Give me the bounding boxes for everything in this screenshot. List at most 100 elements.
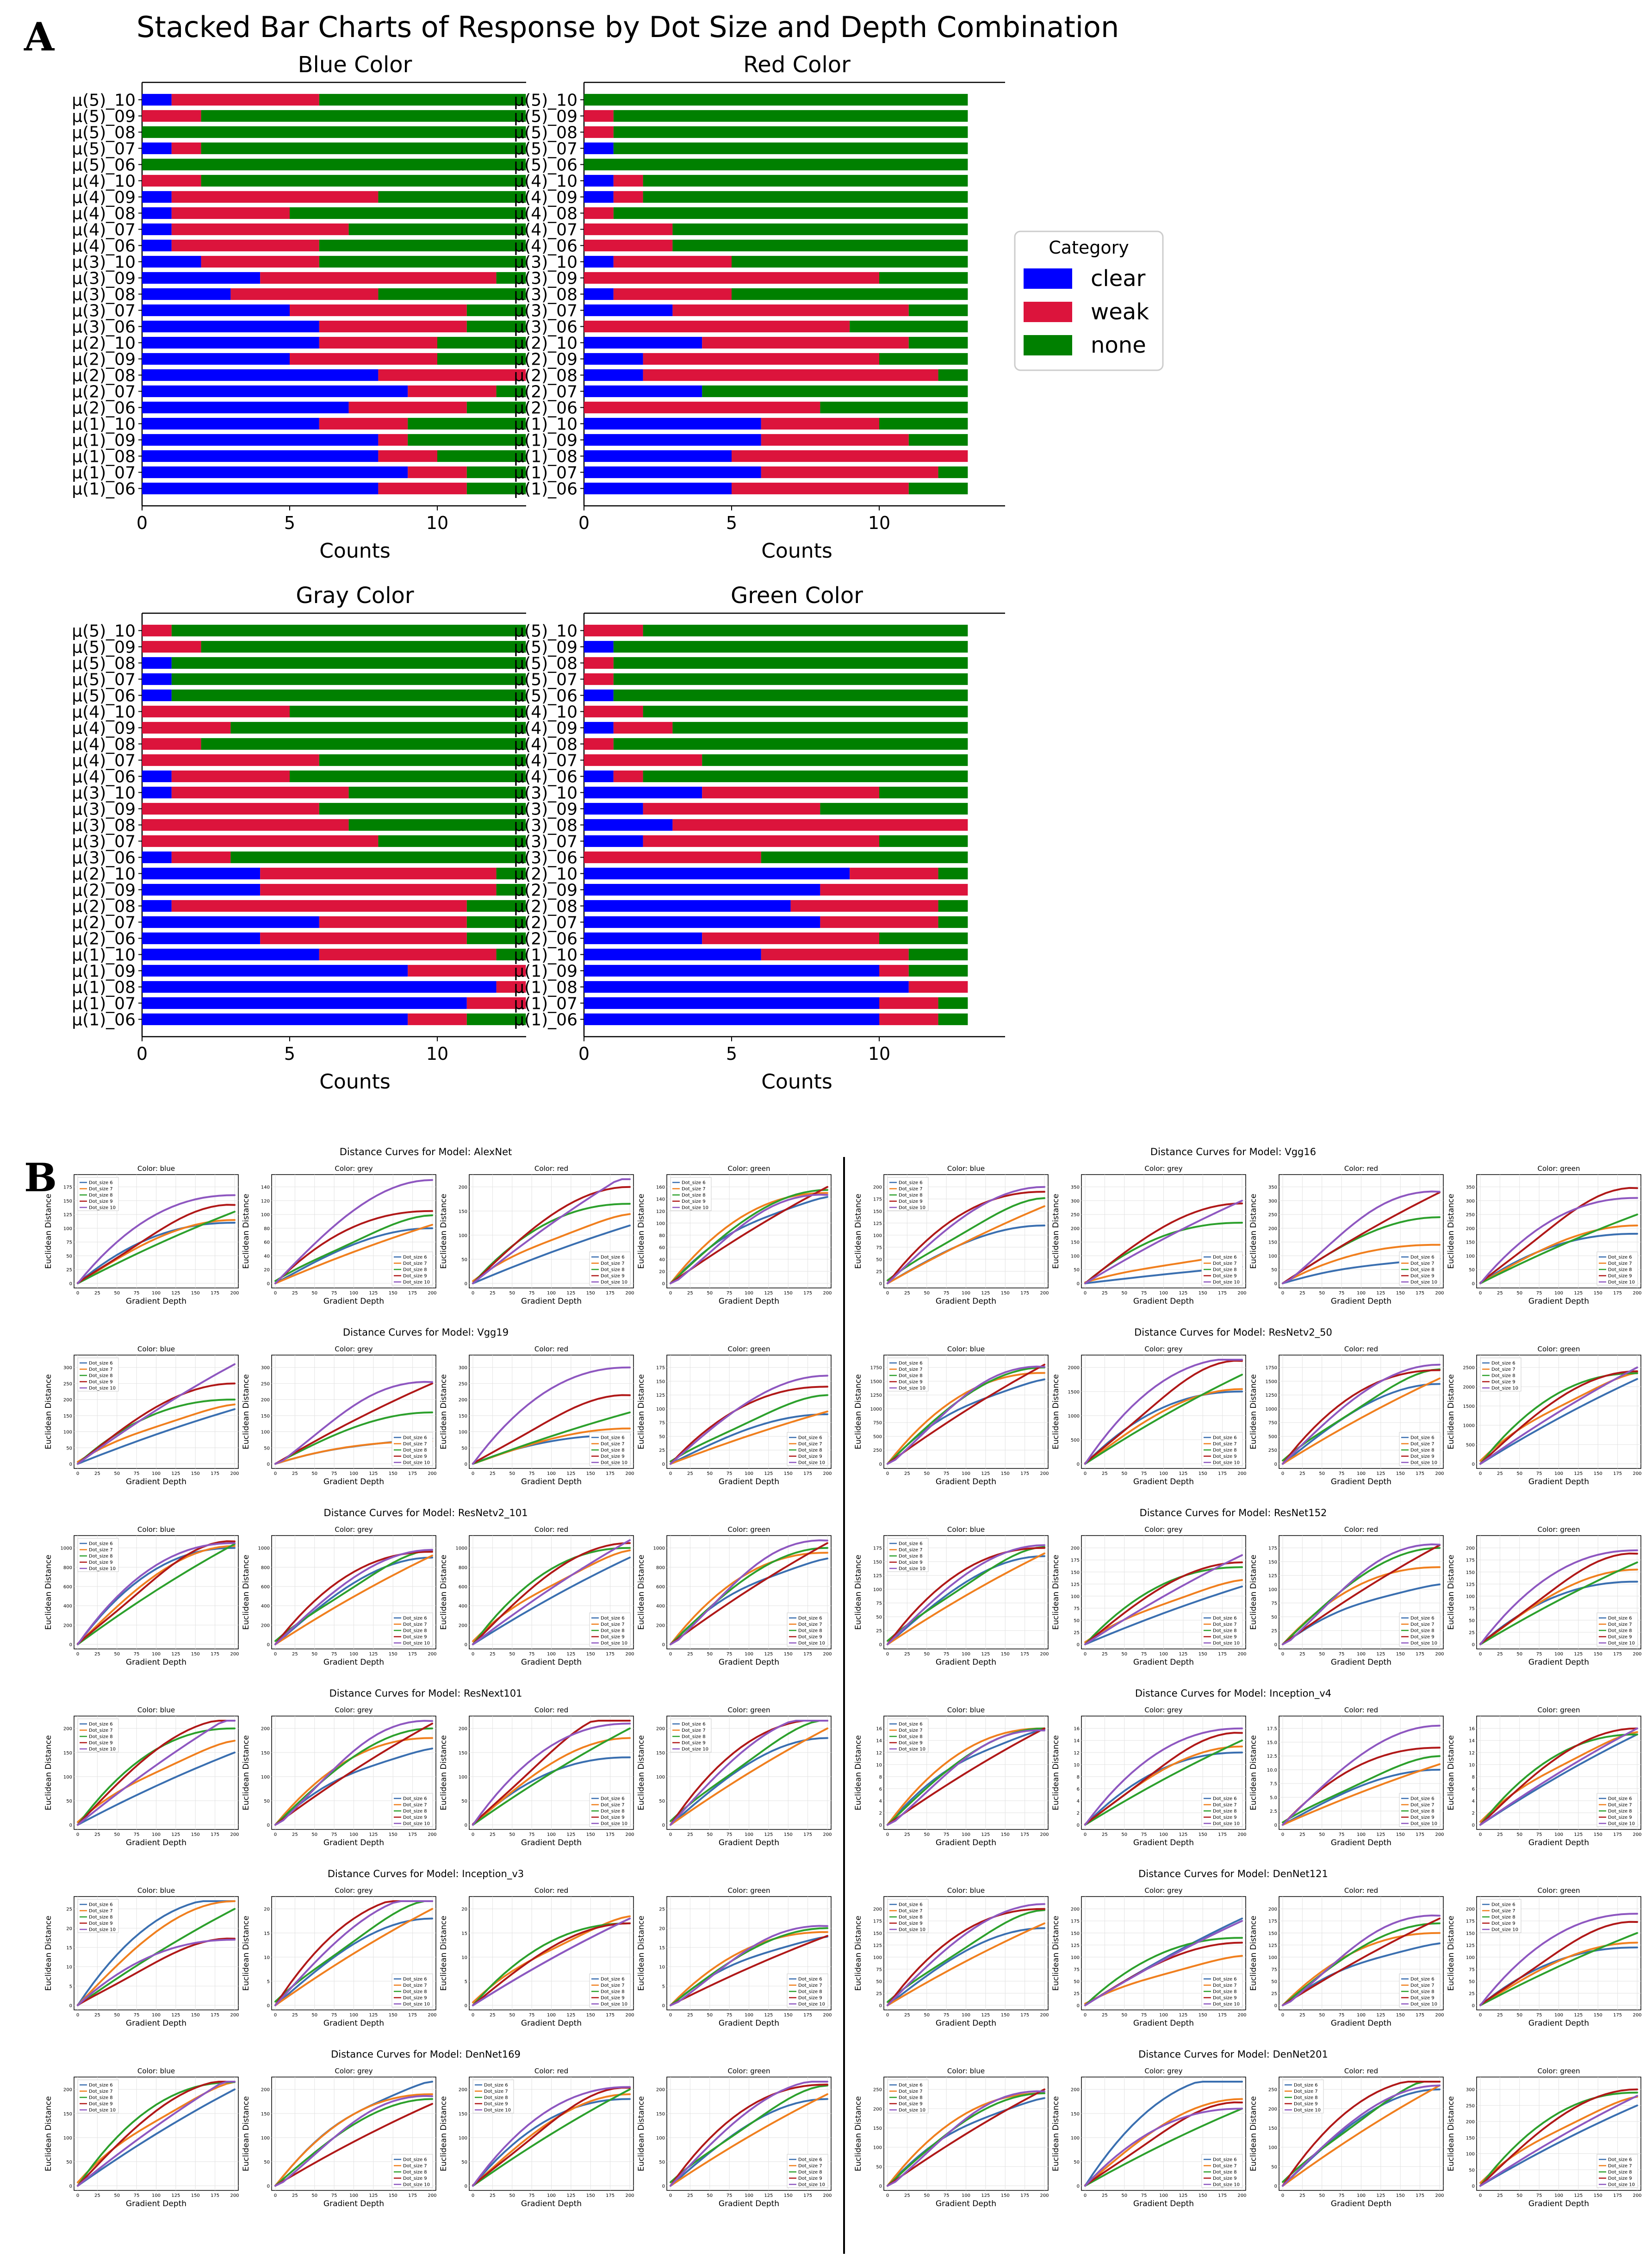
category-tick-label: μ(3)_10: [514, 253, 578, 272]
y-tick-label: 200: [63, 1727, 72, 1732]
subplot-title: Color: blue: [947, 1345, 985, 1353]
legend-label: Dot_size 6: [403, 2158, 427, 2163]
x-tick-label: 150: [586, 1652, 595, 1657]
legend-label: Dot_size 7: [89, 1728, 113, 1733]
bar-chart-title: Green Color: [731, 583, 863, 609]
legend-label: Dot_size 7: [798, 1442, 822, 1447]
x-tick-label: 50: [1121, 1471, 1127, 1476]
x-tick-label: 75: [1536, 2193, 1542, 2198]
bar-segment-none: [879, 353, 968, 365]
legend-label: Dot_size 8: [89, 1193, 113, 1198]
x-tick-label: 0: [76, 2013, 79, 2018]
x-tick-label: 150: [1001, 1652, 1010, 1657]
bar-segment-weak: [378, 482, 467, 495]
legend-label: Dot_size 10: [899, 1386, 925, 1391]
subplot-title: Color: red: [534, 1886, 568, 1895]
bar-segment-weak: [290, 304, 467, 317]
legend-label: Dot_size 8: [89, 1915, 113, 1920]
legend-label: Dot_size 10: [798, 1461, 825, 1466]
x-tick-label: 125: [171, 1832, 180, 1837]
y-tick-label: 200: [261, 1398, 270, 1403]
y-tick-label: 2000: [1463, 1385, 1475, 1390]
legend-label: Dot_size 6: [89, 1722, 113, 1727]
legend-label: Dot_size 10: [403, 1280, 430, 1285]
x-tick-label: 0: [578, 1044, 590, 1064]
legend-label: Dot_size 9: [403, 1274, 427, 1279]
y-tick-label: 10: [1469, 1763, 1475, 1768]
y-tick-label: 50: [876, 1979, 882, 1984]
bar-segment-none: [879, 835, 968, 847]
bar-segment-none: [702, 754, 968, 766]
legend-label: Dot_size 9: [1213, 1815, 1237, 1820]
bar-segment-weak: [613, 721, 673, 734]
y-tick-label: 200: [1071, 1907, 1080, 1912]
bar-segment-weak: [702, 786, 879, 799]
subplot-title: Color: blue: [137, 1886, 175, 1895]
series-line-Dot_size 9: [274, 1382, 433, 1465]
legend-label: Dot_size 6: [1410, 1616, 1435, 1621]
y-tick-label: 100: [1466, 1594, 1475, 1599]
series-line-Dot_size 8: [1084, 1374, 1243, 1465]
y-tick-label: 75: [66, 1240, 72, 1245]
legend-label: Dot_size 8: [403, 2170, 427, 2175]
x-tick-label: 175: [1218, 1832, 1227, 1837]
legend-label: Dot_size 8: [1491, 1374, 1515, 1379]
category-tick-label: μ(5)_08: [72, 124, 136, 143]
x-axis-label: Gradient Depth: [323, 2199, 384, 2208]
y-tick-label: 25: [66, 1907, 72, 1912]
y-axis-label: Euclidean Distance: [1447, 1916, 1456, 1991]
legend-label: Dot_size 8: [601, 1809, 625, 1814]
x-tick-label: 150: [1594, 1291, 1602, 1296]
series-line-Dot_size 9: [1479, 1187, 1638, 1284]
category-tick-label: μ(1)_06: [514, 1011, 578, 1030]
x-tick-label: 75: [1141, 1652, 1147, 1657]
subplot-title: Color: grey: [1144, 1706, 1182, 1714]
bar-segment-weak: [584, 207, 614, 219]
legend-label: Dot_size 10: [1213, 2002, 1240, 2007]
x-tick-label: 150: [1594, 1832, 1602, 1837]
legend-label: Dot_size 9: [798, 1996, 822, 2001]
x-tick-label: 100: [1159, 1291, 1168, 1296]
legend-label: Dot_size 10: [1410, 1280, 1437, 1285]
y-tick-label: 150: [1071, 2112, 1080, 2117]
x-tick-label: 125: [566, 1291, 575, 1296]
x-tick-label: 25: [1102, 1291, 1108, 1296]
y-axis-label: Euclidean Distance: [242, 1916, 251, 1991]
legend-label: Dot_size 9: [1608, 2176, 1632, 2181]
y-axis-label: Euclidean Distance: [439, 1735, 448, 1810]
y-axis-label: Euclidean Distance: [439, 1374, 448, 1449]
y-tick-label: 1000: [258, 1546, 270, 1551]
category-tick-label: μ(5)_07: [514, 671, 578, 690]
y-tick-label: 250: [873, 1448, 882, 1453]
y-tick-label: 125: [1268, 1943, 1277, 1948]
subplot-title: Color: grey: [1144, 1886, 1182, 1895]
x-tick-label: 75: [331, 1291, 337, 1296]
y-tick-label: 300: [459, 1366, 467, 1371]
y-tick-label: 50: [659, 1799, 665, 1804]
series-line-Dot_size 10: [1479, 1366, 1638, 1465]
x-tick-label: 75: [1536, 1291, 1542, 1296]
y-tick-label: 15: [461, 1931, 467, 1936]
legend-label: Dot_size 9: [1491, 1921, 1515, 1926]
bar-segment-none: [171, 673, 526, 685]
legend-label: Dot_size 9: [798, 2176, 822, 2181]
x-tick-label: 10: [868, 513, 890, 533]
bar-segment-weak: [584, 110, 614, 122]
x-tick-label: 175: [1218, 2193, 1227, 2198]
category-tick-label: μ(5)_10: [72, 622, 136, 641]
bar-segment-weak: [761, 948, 909, 961]
legend-label: Dot_size 6: [89, 2083, 113, 2088]
bar-segment-weak: [584, 754, 702, 766]
bar-segment-weak: [378, 434, 408, 446]
series-line-Dot_size 9: [274, 2102, 433, 2187]
x-tick-label: 5: [284, 513, 295, 533]
y-tick-label: 0: [1274, 1642, 1277, 1648]
category-tick-label: μ(3)_07: [514, 302, 578, 321]
x-tick-label: 75: [529, 1471, 535, 1476]
series-line-Dot_size 10: [670, 1925, 828, 2006]
